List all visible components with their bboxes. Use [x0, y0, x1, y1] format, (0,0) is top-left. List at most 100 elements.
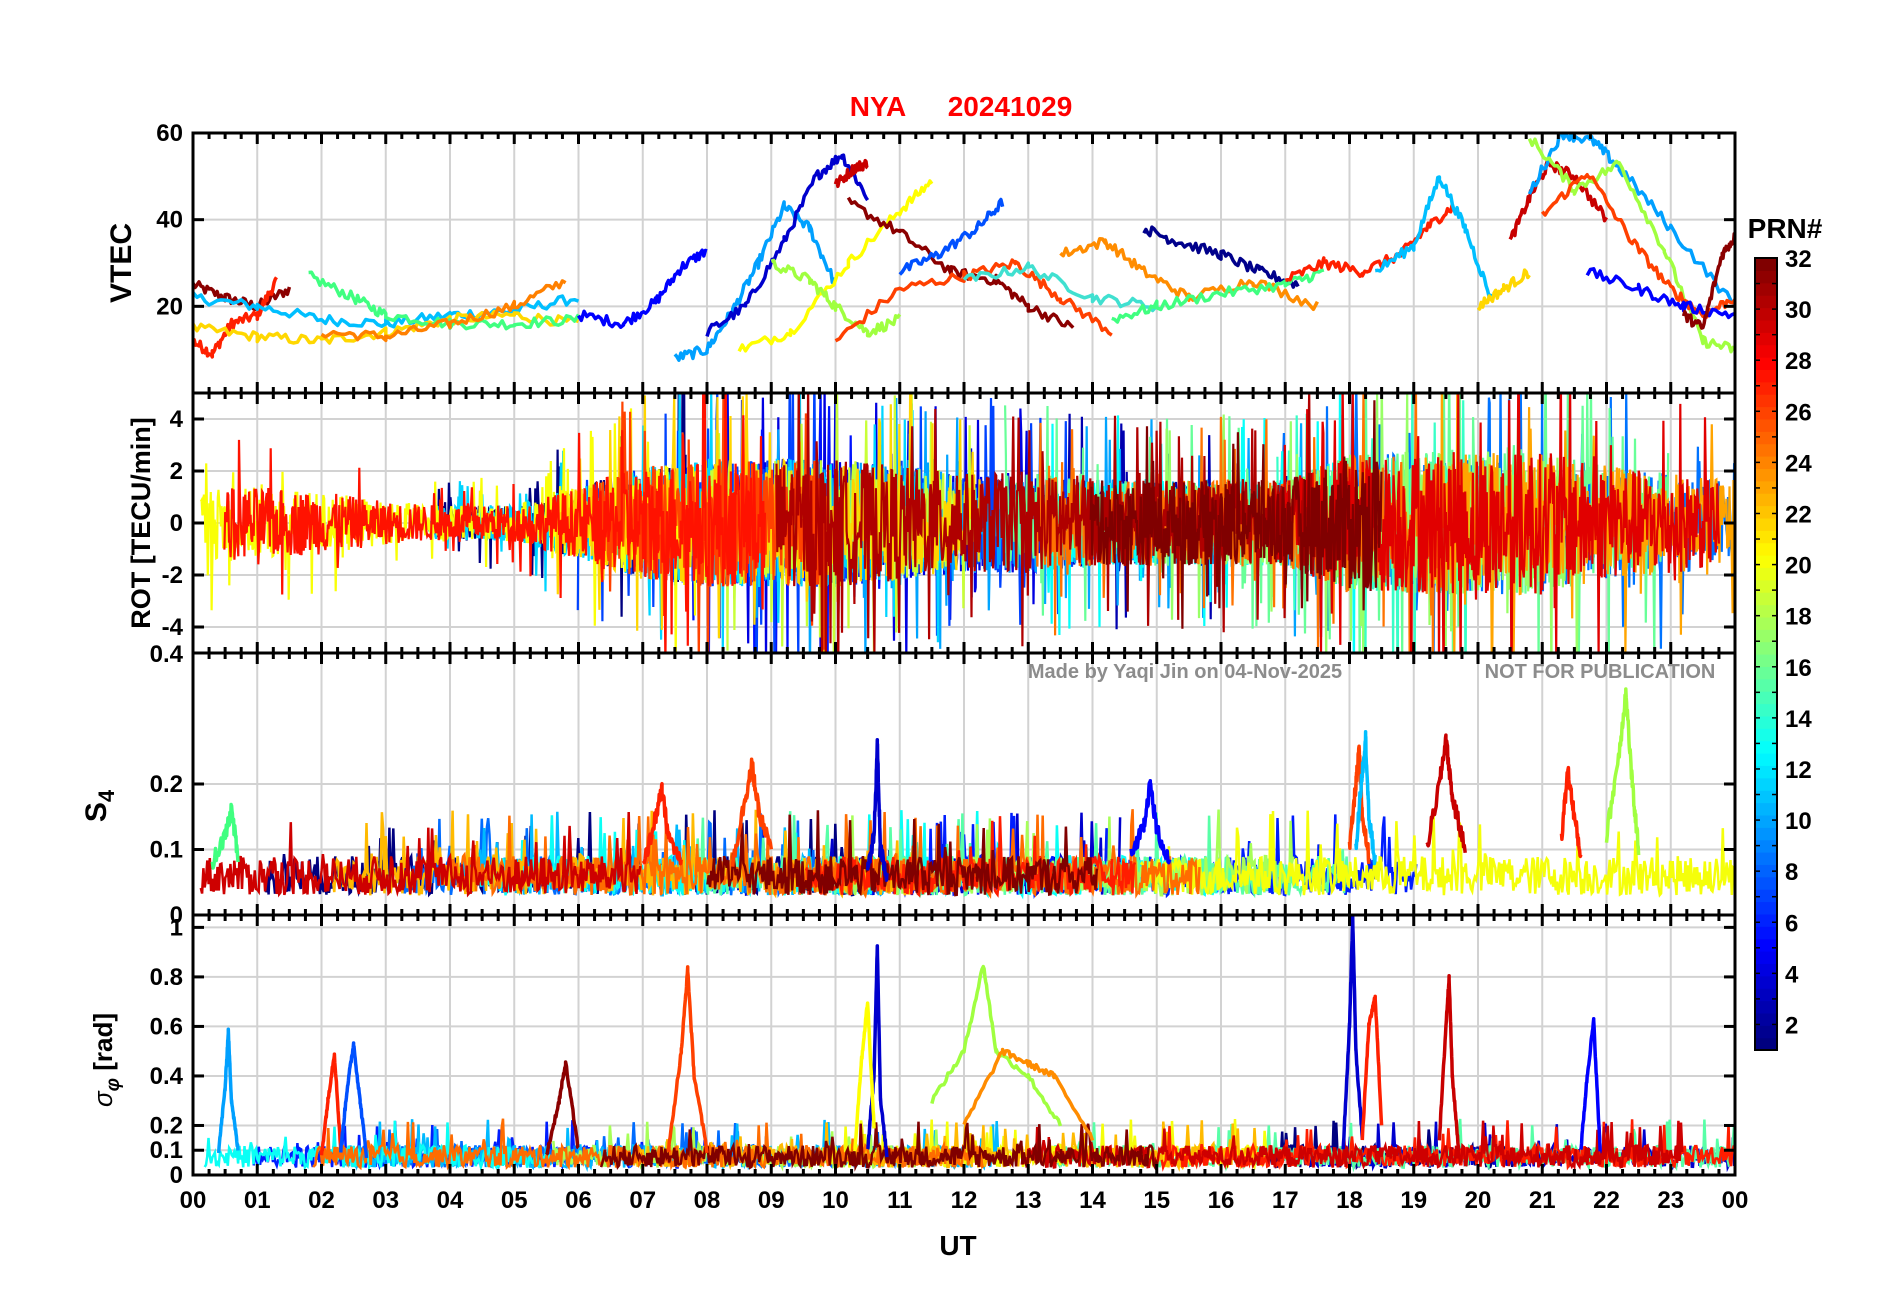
- x-tick-label: 04: [437, 1187, 464, 1214]
- colorbar-tick-label: 18: [1785, 604, 1812, 631]
- colorbar-segment: [1755, 604, 1777, 618]
- y-tick-label: -4: [162, 614, 184, 641]
- colorbar-segment: [1755, 344, 1777, 358]
- colorbar-segment: [1755, 406, 1777, 420]
- y-tick-label: 0: [170, 1162, 183, 1189]
- sigma_phi-series-line: [1579, 1017, 1602, 1152]
- colorbar-segment: [1755, 753, 1777, 766]
- colorbar-segment: [1755, 1025, 1777, 1039]
- colorbar-segment: [1755, 319, 1777, 333]
- x-tick-label: 02: [308, 1187, 335, 1214]
- colorbar-segment: [1755, 1037, 1777, 1051]
- x-tick-label: 20: [1465, 1187, 1492, 1214]
- sigma_phi-series-line: [853, 1001, 876, 1152]
- vtec-series-line: [193, 276, 278, 359]
- y-tick-label: 40: [156, 207, 183, 234]
- colorbar-segment: [1755, 592, 1777, 606]
- sigma_phi-series-line: [1437, 974, 1461, 1151]
- vtec-series-line: [320, 279, 567, 343]
- colorbar-frame: [1754, 257, 1778, 1051]
- sigma_phi-series-line: [930, 964, 1063, 1127]
- vtec-series-line: [1476, 268, 1531, 311]
- colorbar-segment: [1755, 456, 1777, 469]
- colorbar-segment: [1755, 1000, 1777, 1014]
- colorbar-segment: [1755, 381, 1777, 395]
- s4-series-line: [1559, 765, 1583, 859]
- vtec-series-line: [193, 309, 580, 345]
- panel-rot: -4 -2 0 2 4 0.4 ROT [TECU/min]: [126, 391, 1737, 668]
- s4-baseline-trace: [199, 811, 642, 898]
- y-axis-label: S4: [80, 789, 119, 822]
- s4-series-line: [865, 738, 889, 882]
- colorbar-tick-label: 16: [1785, 655, 1812, 682]
- colorbar-segment: [1755, 480, 1777, 494]
- x-tick-label: 07: [629, 1187, 656, 1214]
- s4-baseline-trace: [1139, 810, 1735, 898]
- x-tick-label: 18: [1336, 1187, 1363, 1214]
- colorbar-segment: [1755, 307, 1777, 321]
- colorbar-segment: [1755, 567, 1777, 581]
- colorbar-tick-label: 28: [1785, 348, 1812, 375]
- x-tick-label: 17: [1272, 1187, 1299, 1214]
- colorbar-segment: [1755, 876, 1777, 890]
- colorbar-segment: [1755, 616, 1777, 630]
- x-tick-label: 22: [1593, 1187, 1620, 1214]
- x-tick-label: 10: [822, 1187, 849, 1214]
- y-tick-label: 60: [156, 120, 183, 147]
- colorbar-segment: [1755, 418, 1777, 432]
- colorbar-segment: [1755, 505, 1777, 519]
- colorbar-segment: [1755, 579, 1777, 593]
- sigma_phi-series-line: [339, 1041, 369, 1159]
- vtec-series-line: [962, 261, 1159, 313]
- data-s4: [199, 687, 1735, 900]
- colorbar-segment: [1755, 901, 1777, 915]
- colorbar-tick-label: 8: [1785, 859, 1798, 886]
- colorbar-segment: [1755, 666, 1777, 680]
- colorbar-segment: [1755, 988, 1777, 1002]
- colorbar-segment: [1755, 691, 1777, 705]
- colorbar-segment: [1755, 678, 1777, 692]
- x-tick-label: 09: [758, 1187, 785, 1214]
- colorbar-tick-label: 32: [1785, 246, 1812, 273]
- colorbar-segment: [1755, 641, 1777, 655]
- colorbar-tick-label: 22: [1785, 501, 1812, 528]
- date-title: 20241029: [948, 91, 1073, 122]
- colorbar-segment: [1755, 517, 1777, 531]
- colorbar-segment: [1755, 703, 1777, 717]
- colorbar-segment: [1755, 814, 1777, 828]
- colorbar-segment: [1755, 839, 1777, 853]
- vtec-series-line: [898, 197, 1005, 276]
- colorbar-tick-label: 2: [1785, 1012, 1798, 1039]
- y-axis-label: VTEC: [105, 223, 138, 303]
- x-tick-label: 03: [372, 1187, 399, 1214]
- colorbar-segment: [1755, 913, 1777, 927]
- vtec-series-line: [308, 270, 580, 331]
- y-tick-label: 1: [170, 914, 183, 941]
- colorbar-segment: [1755, 629, 1777, 643]
- x-tick-label: 11: [887, 1187, 912, 1214]
- sigma_phi-series-line: [216, 1027, 240, 1154]
- rot-trace: [594, 393, 828, 653]
- vtec-series-line: [737, 179, 934, 353]
- colorbar-title: PRN#: [1748, 213, 1823, 244]
- colorbar-segment: [1755, 715, 1777, 729]
- y-axis-label: σφ [rad]: [88, 1013, 124, 1107]
- s4-series-line: [1604, 687, 1641, 856]
- colorbar-tick-label: 20: [1785, 553, 1812, 580]
- rot-trace: [1089, 400, 1383, 629]
- y-tick-label: 0.2: [150, 1112, 183, 1139]
- colorbar-segment: [1755, 369, 1777, 383]
- x-tick-label: 14: [1079, 1187, 1106, 1214]
- s4-series-line: [1425, 733, 1467, 854]
- s4-series-line: [1129, 778, 1172, 865]
- vtec-series-line: [770, 258, 902, 338]
- sigma_phi-series-line: [1341, 915, 1365, 1150]
- colorbar-segment: [1755, 258, 1777, 271]
- x-axis-label: UT: [939, 1230, 976, 1261]
- colorbar-segment: [1755, 802, 1777, 816]
- x-tick-label: 19: [1400, 1187, 1427, 1214]
- colorbar-tick-label: 6: [1785, 910, 1798, 937]
- colorbar-tick-label: 10: [1785, 808, 1812, 835]
- colorbar-segment: [1755, 827, 1777, 841]
